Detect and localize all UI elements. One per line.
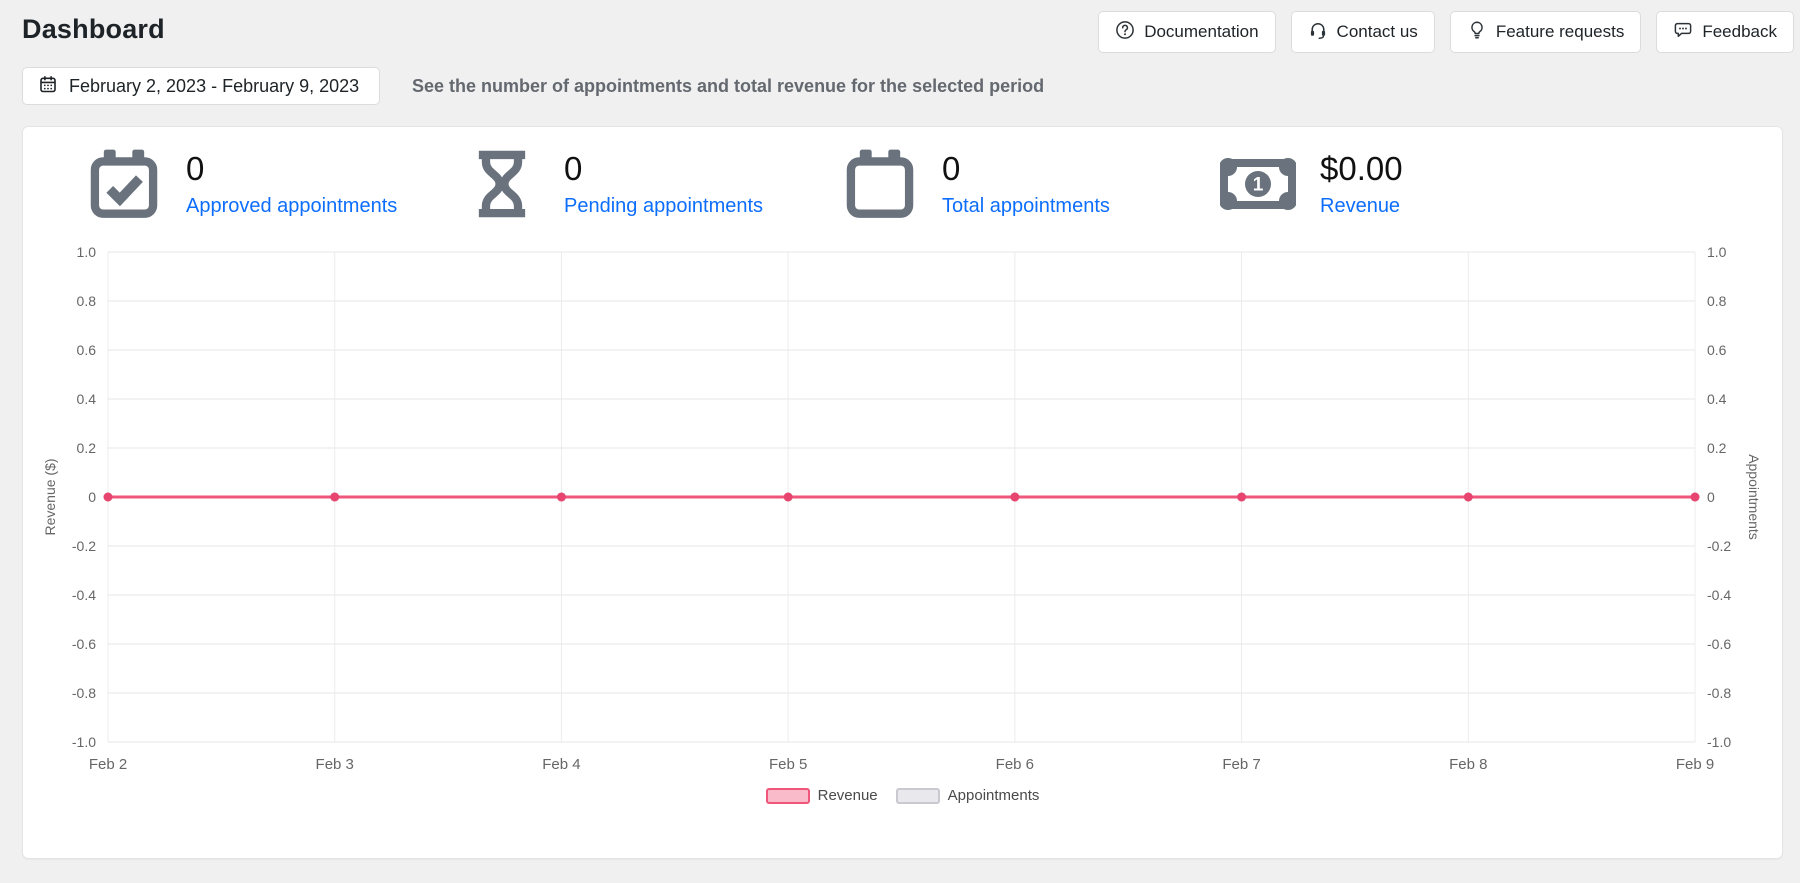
- svg-text:-0.2: -0.2: [1707, 538, 1731, 554]
- approved-appointments-link[interactable]: Approved appointments: [186, 194, 398, 217]
- chart-area: -1.0 -1.0 -0.8 -0.8 -0.6 -0.6 -0.4 -0.4 -0.2 -0.2…: [23, 227, 1782, 787]
- svg-text:Feb 4: Feb 4: [542, 756, 580, 773]
- svg-text:-0.8: -0.8: [1707, 685, 1731, 701]
- stat-total-appointments: 0 Total appointments: [842, 144, 1220, 222]
- documentation-button-label: Documentation: [1144, 22, 1259, 41]
- svg-text:0.4: 0.4: [77, 391, 97, 407]
- feedback-button-label: Feedback: [1702, 22, 1777, 41]
- svg-text:0: 0: [88, 489, 96, 505]
- contact-us-button-label: Contact us: [1336, 22, 1418, 41]
- svg-text:0.2: 0.2: [1707, 440, 1727, 456]
- page-title: Dashboard: [22, 14, 165, 44]
- headset-icon: [1308, 20, 1328, 45]
- date-range-picker[interactable]: February 2, 2023 - February 9, 2023: [22, 67, 380, 105]
- svg-text:0.8: 0.8: [1707, 293, 1727, 309]
- svg-text:-0.6: -0.6: [1707, 636, 1731, 652]
- chart-legend: Revenue Appointments: [23, 787, 1782, 804]
- pending-appointments-link[interactable]: Pending appointments: [564, 194, 764, 217]
- stats-row: 0 Approved appointments 0 Pending appoin…: [23, 127, 1782, 222]
- date-range-value: February 2, 2023 - February 9, 2023: [69, 75, 360, 96]
- header-buttons: Documentation Contact us Feature request…: [1098, 11, 1794, 53]
- question-circle-icon: [1115, 20, 1135, 45]
- appointments-revenue-chart: -1.0 -1.0 -0.8 -0.8 -0.6 -0.6 -0.4 -0.4 -0.2 -0.2…: [42, 244, 1762, 773]
- legend-label-appointments: Appointments: [947, 787, 1040, 804]
- period-description: See the number of appointments and total…: [412, 75, 1045, 96]
- stat-approved-appointments: 0 Approved appointments: [86, 144, 464, 222]
- feature-requests-button-label: Feature requests: [1495, 22, 1625, 41]
- svg-text:-0.4: -0.4: [1707, 587, 1731, 603]
- legend-swatch-revenue: [765, 787, 810, 804]
- svg-text:Feb 9: Feb 9: [1676, 756, 1714, 773]
- filter-row: February 2, 2023 - February 9, 2023 See …: [22, 67, 1783, 105]
- svg-text:Revenue ($): Revenue ($): [42, 458, 58, 535]
- svg-text:-1.0: -1.0: [1707, 734, 1731, 750]
- svg-text:0.4: 0.4: [1707, 391, 1727, 407]
- pending-count: 0: [564, 150, 583, 187]
- svg-text:-0.2: -0.2: [72, 538, 96, 554]
- svg-text:0.2: 0.2: [77, 440, 97, 456]
- svg-text:-0.8: -0.8: [72, 685, 96, 701]
- svg-text:-0.4: -0.4: [72, 587, 96, 603]
- svg-text:0.6: 0.6: [1707, 342, 1727, 358]
- stat-pending-appointments: 0 Pending appointments: [464, 144, 842, 222]
- svg-text:Feb 3: Feb 3: [316, 756, 354, 773]
- stat-revenue: 1 $0.00 Revenue: [1220, 144, 1598, 222]
- svg-text:1: 1: [1253, 175, 1264, 196]
- total-count: 0: [942, 150, 961, 187]
- legend-item-appointments[interactable]: Appointments: [895, 787, 1040, 804]
- revenue-link[interactable]: Revenue: [1320, 194, 1401, 217]
- revenue-amount: $0.00: [1320, 150, 1403, 187]
- svg-text:Feb 8: Feb 8: [1449, 756, 1487, 773]
- feature-requests-button[interactable]: Feature requests: [1449, 11, 1642, 53]
- banknote-icon: 1: [1220, 146, 1296, 222]
- svg-text:Appointments: Appointments: [1746, 454, 1762, 540]
- svg-text:0.6: 0.6: [77, 342, 97, 358]
- svg-text:1.0: 1.0: [1707, 244, 1727, 260]
- svg-text:-1.0: -1.0: [72, 734, 96, 750]
- total-appointments-link[interactable]: Total appointments: [942, 194, 1110, 217]
- legend-item-revenue[interactable]: Revenue: [765, 787, 878, 804]
- svg-text:Feb 2: Feb 2: [89, 756, 127, 773]
- svg-text:0.8: 0.8: [77, 293, 97, 309]
- hourglass-icon: [464, 146, 540, 222]
- calendar-check-icon: [86, 146, 162, 222]
- svg-text:1.0: 1.0: [77, 244, 97, 260]
- svg-text:-0.6: -0.6: [72, 636, 96, 652]
- contact-us-button[interactable]: Contact us: [1290, 11, 1435, 53]
- legend-swatch-appointments: [895, 787, 940, 804]
- svg-text:0: 0: [1707, 489, 1715, 505]
- svg-text:Feb 5: Feb 5: [769, 756, 807, 773]
- chat-dots-icon: [1673, 20, 1693, 45]
- top-bar: Dashboard Documentation Contact us Featu…: [0, 0, 1800, 53]
- calendar-icon: [842, 146, 918, 222]
- approved-count: 0: [186, 150, 205, 187]
- dashboard-card: 0 Approved appointments 0 Pending appoin…: [22, 126, 1783, 859]
- calendar-picker-icon: [38, 74, 58, 99]
- documentation-button[interactable]: Documentation: [1098, 11, 1276, 53]
- feedback-button[interactable]: Feedback: [1656, 11, 1794, 53]
- lightbulb-icon: [1467, 20, 1487, 45]
- legend-label-revenue: Revenue: [817, 787, 878, 804]
- svg-text:Feb 6: Feb 6: [996, 756, 1034, 773]
- svg-text:Feb 7: Feb 7: [1222, 756, 1260, 773]
